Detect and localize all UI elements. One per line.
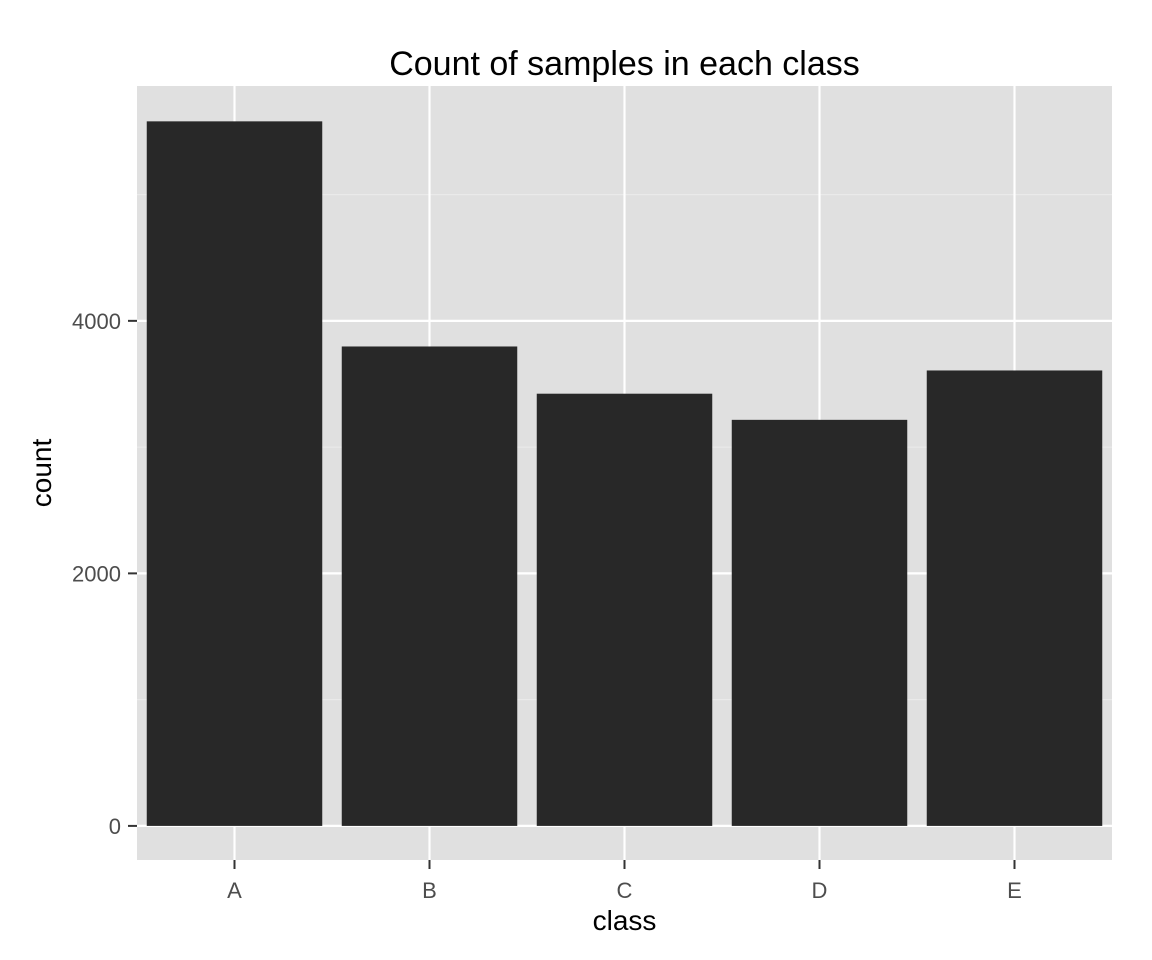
x-axis: A B C D E [227, 860, 1022, 903]
bar-b [341, 346, 518, 826]
y-axis-title: count [26, 439, 57, 508]
bar-d [731, 419, 908, 826]
bar-c [536, 393, 713, 826]
x-tick-label: D [812, 878, 828, 903]
x-tick-label: E [1007, 878, 1022, 903]
x-tick-label: A [227, 878, 242, 903]
y-tick-label: 0 [109, 814, 121, 839]
bar-a [146, 121, 323, 826]
x-tick-label: C [617, 878, 633, 903]
y-axis: 0 2000 4000 [72, 309, 137, 839]
chart-title: Count of samples in each class [389, 45, 860, 83]
y-tick-label: 4000 [72, 309, 121, 334]
y-tick-label: 2000 [72, 561, 121, 586]
x-axis-title: class [593, 905, 657, 936]
x-tick-label: B [422, 878, 437, 903]
bars [146, 121, 1103, 826]
bar-e [926, 370, 1103, 826]
